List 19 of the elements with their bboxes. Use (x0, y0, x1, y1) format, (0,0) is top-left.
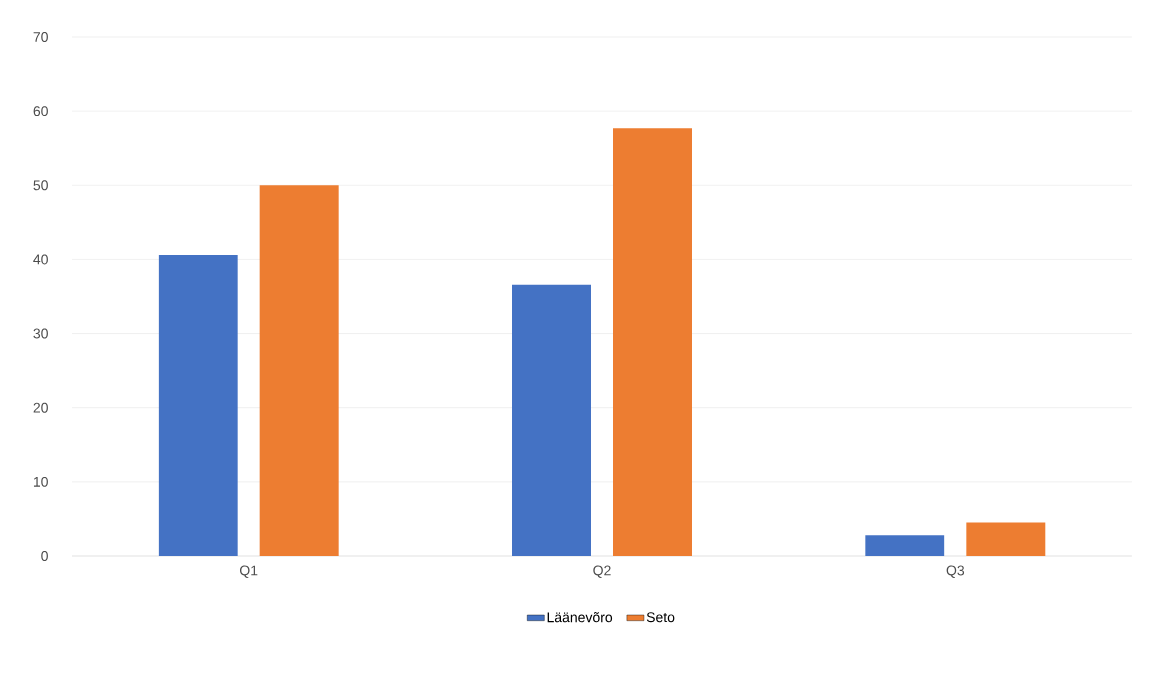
y-tick-label: 60 (33, 106, 48, 117)
x-tick-label: Q2 (593, 565, 611, 578)
bar (966, 522, 1046, 556)
legend-label: Seto (646, 612, 675, 623)
y-tick-label: 20 (33, 402, 48, 413)
y-tick-label: 50 (33, 180, 48, 191)
y-tick-label: 0 (41, 551, 48, 561)
bar (259, 185, 339, 556)
y-tick-label: 30 (33, 328, 48, 339)
x-tick-label: Q1 (240, 565, 258, 578)
bar (512, 284, 591, 556)
bar (865, 535, 945, 556)
y-tick-label: 40 (33, 254, 48, 265)
bar (613, 128, 692, 556)
bar (158, 254, 238, 556)
y-tick-label: 70 (33, 32, 48, 42)
legend-label: Läänevõro (547, 612, 613, 623)
x-tick-label: Q3 (946, 565, 965, 578)
y-tick-label: 10 (33, 476, 48, 487)
